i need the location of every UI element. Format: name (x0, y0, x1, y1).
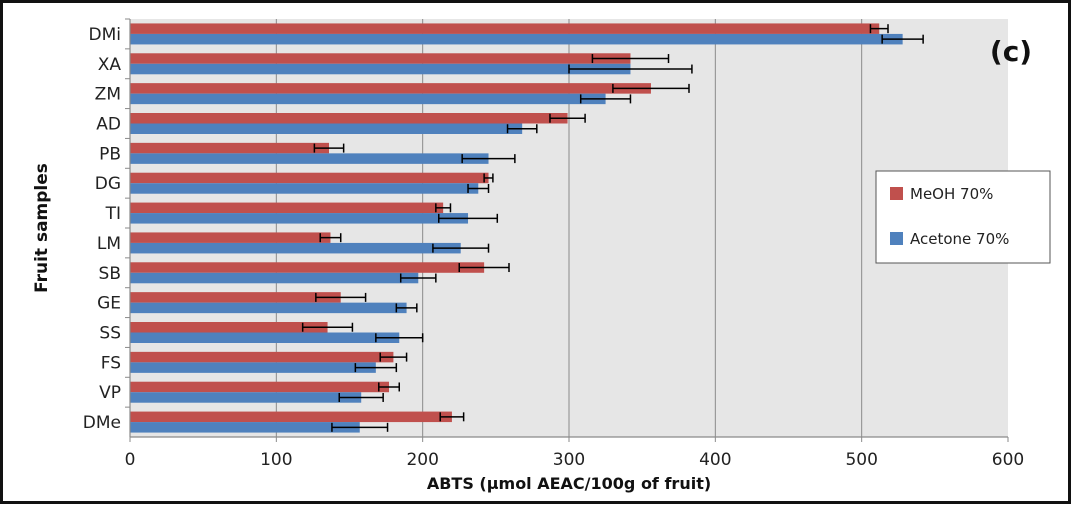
y-tick-label: LM (97, 234, 121, 254)
error-bar (301, 322, 354, 332)
bar-meoh (130, 142, 330, 154)
y-tick-label: VP (99, 383, 121, 403)
bar-meoh (130, 113, 568, 124)
y-tick-label: AD (96, 115, 121, 135)
x-tick-label: 300 (553, 450, 585, 470)
y-axis-title: Fruit samples (32, 163, 52, 293)
bar-meoh (130, 262, 485, 273)
x-tick-label: 0 (125, 450, 136, 470)
bar-meoh (130, 322, 328, 333)
bar-acetone (130, 302, 407, 314)
y-tick-label: SS (99, 324, 121, 344)
bar-meoh (130, 53, 631, 64)
y-tick-label: FS (101, 353, 121, 373)
bar-acetone (130, 362, 376, 373)
y-tick-label: GE (97, 294, 121, 314)
error-bar (506, 124, 538, 134)
y-tick-label: DMe (83, 413, 121, 433)
error-bar (869, 24, 889, 34)
bar-acetone (130, 332, 400, 343)
bar-acetone (130, 183, 479, 194)
error-bar (438, 213, 499, 223)
bar-meoh (130, 172, 489, 184)
bars-layer (130, 23, 903, 433)
error-bar (375, 333, 424, 343)
y-tick-label: DG (95, 174, 121, 194)
error-bar (399, 273, 437, 283)
x-tick-label: 400 (699, 450, 731, 470)
error-bar (313, 143, 345, 153)
error-bar (461, 154, 516, 164)
error-bar (579, 94, 632, 104)
bar-acetone (130, 392, 362, 403)
bar-acetone (130, 242, 461, 254)
bar-acetone (130, 63, 631, 75)
legend-swatch-acetone (890, 232, 903, 245)
error-bar (549, 113, 586, 123)
y-tick-label: XA (98, 55, 122, 75)
x-tick-label: 500 (845, 450, 877, 470)
error-bar (354, 363, 398, 373)
error-bar (379, 352, 408, 362)
legend-label-meoh: MeOH 70% (910, 185, 993, 203)
error-bar (568, 64, 693, 74)
x-tick-labels: 0 100 200 300 400 500 600 (125, 437, 1024, 470)
legend-label-acetone: Acetone 70% (910, 230, 1009, 248)
bar-acetone (130, 33, 903, 45)
y-tick-label: TI (105, 204, 121, 224)
error-bars-layer (301, 24, 924, 432)
error-bar (331, 422, 389, 432)
bar-meoh (130, 351, 394, 363)
error-bar (432, 243, 490, 253)
y-tick-label: DMi (89, 25, 121, 45)
abts-bar-chart: DMi XA ZM AD PB DG TI LM SB GE SS FS VP DMe 0 100 200 30… (32, 18, 1051, 493)
bar-meoh (130, 411, 452, 423)
x-tick-label: 600 (992, 450, 1024, 470)
x-tick-label: 100 (260, 450, 292, 470)
error-bar (378, 382, 401, 392)
y-tick-labels: DMi XA ZM AD PB DG TI LM SB GE SS FS VP DMe (83, 18, 130, 433)
y-tick-label: ZM (95, 85, 121, 105)
bar-acetone (130, 153, 489, 164)
bar-meoh (130, 23, 880, 34)
legend-box (875, 170, 1051, 264)
x-axis-title: ABTS (µmol AEAC/100g of fruit) (427, 474, 711, 493)
bar-acetone (130, 272, 419, 284)
legend: MeOH 70% Acetone 70% (875, 170, 1051, 264)
error-bar (612, 83, 690, 93)
error-bar (483, 173, 494, 183)
legend-swatch-meoh (890, 187, 903, 200)
bar-acetone (130, 213, 469, 224)
bar-acetone (130, 422, 360, 433)
bar-meoh (130, 202, 444, 214)
error-bar (439, 412, 465, 422)
y-tick-label: PB (99, 144, 121, 164)
bar-meoh (130, 83, 651, 94)
bar-meoh (130, 232, 331, 243)
error-bar (395, 303, 418, 313)
y-tick-label: SB (99, 264, 121, 284)
bar-acetone (130, 93, 606, 105)
x-tick-label: 200 (406, 450, 438, 470)
error-bar (458, 263, 510, 273)
error-bar (591, 54, 670, 64)
bar-acetone (130, 123, 523, 134)
bar-meoh (130, 292, 341, 303)
error-bar (467, 183, 490, 193)
bar-meoh (130, 381, 390, 393)
error-bar (319, 233, 342, 243)
error-bar (881, 34, 924, 44)
error-bar (338, 392, 384, 402)
error-bar (315, 292, 367, 302)
error-bar (435, 203, 452, 213)
panel-label: (c) (990, 35, 1032, 68)
